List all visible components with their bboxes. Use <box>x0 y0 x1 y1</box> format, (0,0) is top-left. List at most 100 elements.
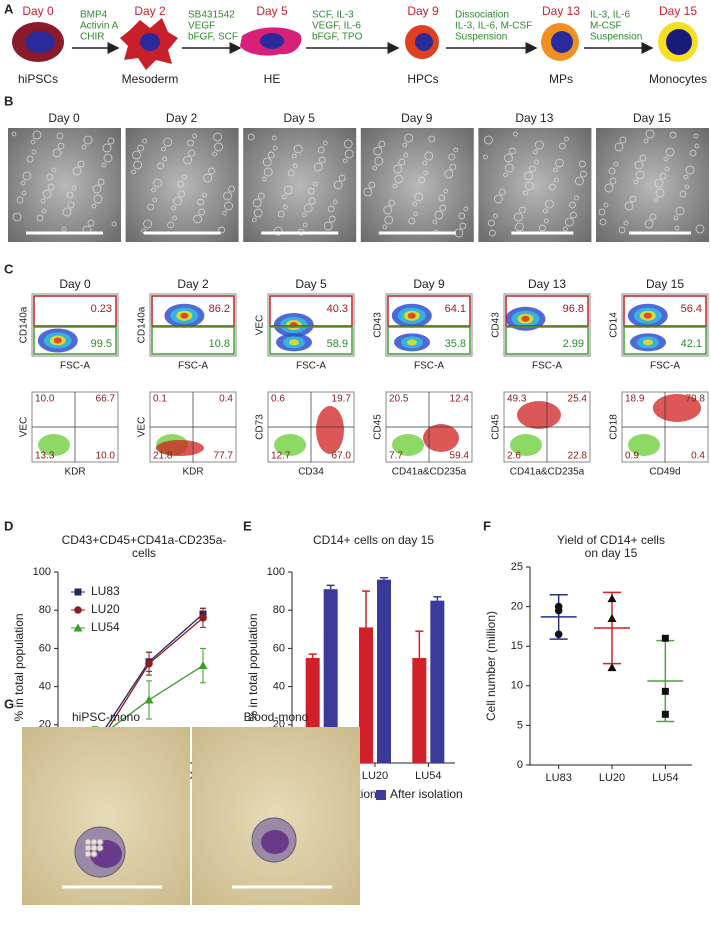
cell-texture <box>267 151 275 159</box>
cell-texture <box>624 201 634 211</box>
axis-label: CD14 <box>609 312 620 338</box>
cell-texture <box>543 208 548 214</box>
cell-texture <box>83 135 93 145</box>
legend-label: LU83 <box>91 584 120 598</box>
cell-texture <box>504 153 513 163</box>
bar <box>430 600 445 763</box>
factor-text: CHIR <box>80 32 104 43</box>
factor-text: Suspension <box>455 32 507 43</box>
cell-texture <box>654 178 664 188</box>
factor-text: BMP4 <box>80 10 108 21</box>
cell-texture <box>623 220 629 226</box>
green-cloud <box>628 434 660 456</box>
image-day: Day 0 <box>48 111 80 125</box>
cell-texture <box>675 206 685 216</box>
gate-value: 40.3 <box>327 303 348 315</box>
cell-texture <box>151 187 156 193</box>
axis-label: CD43 <box>491 312 502 338</box>
axis-label: CD41a&CD235a <box>392 467 467 478</box>
chart-title: cells <box>132 546 156 560</box>
green-cloud <box>274 434 306 456</box>
panel-letter: E <box>243 518 252 533</box>
cell-texture <box>569 201 576 209</box>
factor-text: SCF, IL-3 <box>312 10 354 21</box>
y-tick-label: 80 <box>273 604 285 616</box>
cell-texture <box>484 135 493 145</box>
cell-texture <box>292 163 298 169</box>
cell-texture <box>449 163 457 171</box>
cell-texture <box>683 174 689 180</box>
red-cloud <box>517 401 561 429</box>
cell-texture <box>514 212 523 222</box>
cell-texture <box>483 154 488 160</box>
marker <box>661 634 669 642</box>
gate-bottom <box>269 326 353 355</box>
panel-letter: A <box>4 1 14 16</box>
image-day: Day 9 <box>401 111 433 125</box>
stage-name: Mesoderm <box>122 72 179 86</box>
density-blob <box>180 312 189 319</box>
axis-label: CD73 <box>255 414 266 440</box>
micrograph <box>596 128 709 242</box>
vacuole <box>96 838 104 846</box>
cell-texture <box>332 199 338 205</box>
quad-value: 0.4 <box>219 394 233 405</box>
cell-texture <box>404 133 414 143</box>
cell-texture <box>499 188 506 196</box>
cell-texture <box>393 164 403 174</box>
green-cloud <box>38 434 70 456</box>
cell-texture <box>663 156 669 162</box>
cell-texture <box>312 181 318 187</box>
micrograph <box>22 727 190 905</box>
cell-texture <box>403 152 409 158</box>
cell-texture <box>323 221 333 231</box>
cell-texture <box>408 217 416 225</box>
cell-texture <box>373 146 383 156</box>
cell-texture <box>218 226 225 234</box>
cell-texture <box>565 217 574 227</box>
marker <box>199 614 207 622</box>
cell-texture <box>608 167 616 175</box>
cell-texture <box>307 187 315 195</box>
quad-value: 7.7 <box>389 451 403 462</box>
cell-texture <box>67 201 75 209</box>
gate-frame <box>503 293 591 357</box>
cell-texture <box>131 169 136 175</box>
density-blob <box>289 339 299 346</box>
cell-texture <box>423 170 429 176</box>
cell-texture <box>93 194 103 204</box>
axis-label: CD43 <box>373 312 384 338</box>
cell-texture <box>549 183 556 191</box>
stage-name: HPCs <box>407 72 438 86</box>
cell-texture <box>453 147 459 153</box>
cell-texture <box>208 167 215 175</box>
image-title: Blood-mono <box>244 710 309 724</box>
quad-value: 67.0 <box>332 451 352 462</box>
cell-texture <box>412 201 418 207</box>
cell-texture <box>247 133 255 141</box>
cell-texture <box>171 205 176 211</box>
cell-texture <box>257 192 265 200</box>
gate-bottom <box>623 326 707 355</box>
cell-texture <box>183 155 192 165</box>
axis-label: CD45 <box>491 414 502 440</box>
quad-value: 0.9 <box>625 451 639 462</box>
cell-texture <box>328 215 336 223</box>
cell-texture <box>11 131 17 137</box>
cell-texture <box>579 160 586 168</box>
cell-texture <box>418 176 426 184</box>
cell-texture <box>66 191 74 199</box>
cell-texture <box>272 145 278 151</box>
cell-texture <box>188 149 195 157</box>
gate-bottom <box>151 326 235 355</box>
cell-texture <box>644 219 654 229</box>
cell-texture <box>544 218 549 224</box>
cell-texture <box>224 201 233 211</box>
bar <box>359 627 373 763</box>
cell-texture <box>535 140 544 150</box>
cell-texture <box>203 173 212 183</box>
cell-texture <box>633 179 639 185</box>
cell-texture <box>287 169 295 177</box>
axis-label: CD41a&CD235a <box>510 467 585 478</box>
micrograph <box>360 128 474 242</box>
